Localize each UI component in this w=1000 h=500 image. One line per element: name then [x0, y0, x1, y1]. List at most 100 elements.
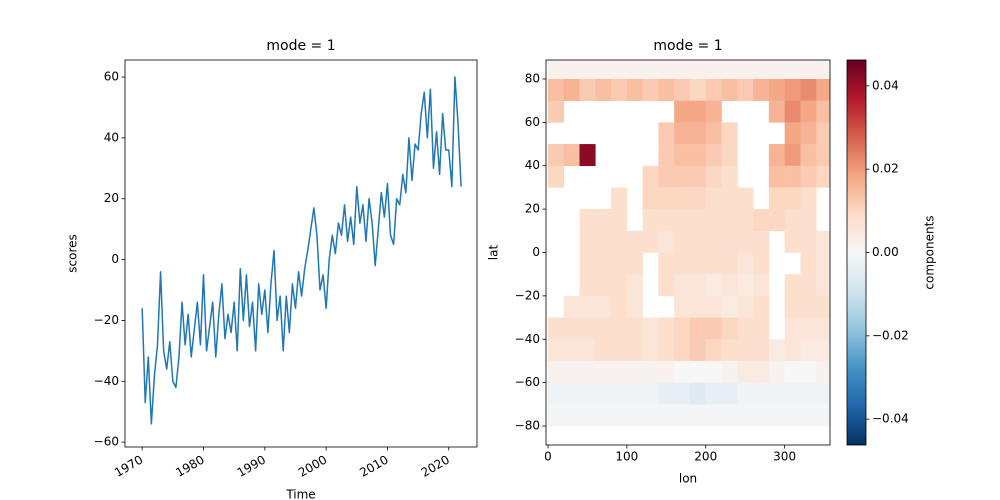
map-cell	[563, 317, 580, 340]
map-cell	[579, 230, 596, 253]
map-cell	[737, 230, 754, 253]
map-cell	[784, 187, 801, 210]
y-tick-label: 40	[104, 130, 119, 144]
map-cell	[658, 274, 675, 297]
map-cell	[626, 360, 643, 383]
x-axis-label: Time	[285, 488, 315, 500]
map-cell	[816, 404, 830, 427]
map-cell	[626, 252, 643, 275]
x-axis-label: lon	[679, 472, 697, 486]
map-cell	[768, 144, 785, 167]
map-cell	[547, 382, 565, 405]
map-cell	[689, 339, 707, 362]
map-cell	[784, 78, 801, 101]
y-tick-label: 0	[532, 245, 540, 259]
map-cell	[705, 230, 722, 253]
map-cell	[595, 339, 612, 362]
map-cell	[737, 209, 754, 232]
map-cell	[768, 404, 785, 427]
map-cell	[611, 404, 628, 427]
axes-title: mode = 1	[653, 38, 722, 54]
map-cell	[658, 360, 675, 383]
y-tick-label: −40	[94, 374, 119, 388]
map-cell	[579, 144, 596, 167]
colorbar-tick-label: −0.04	[872, 412, 909, 426]
map-cell	[611, 60, 628, 80]
x-tick-label: 1970	[112, 453, 145, 480]
map-cell	[737, 317, 754, 340]
map-cell	[800, 122, 817, 145]
map-cell	[579, 404, 596, 427]
y-tick-label: −60	[94, 435, 119, 449]
map-cell	[658, 382, 675, 405]
map-cell	[579, 78, 596, 101]
map-cell	[626, 317, 643, 340]
map-cell	[737, 382, 754, 405]
map-cell	[626, 60, 643, 80]
map-cell	[784, 230, 801, 253]
map-cell	[768, 339, 785, 362]
map-cell	[816, 60, 830, 80]
map-cell	[689, 187, 707, 210]
map-cell	[800, 317, 817, 340]
map-cell	[689, 230, 707, 253]
map-cell	[658, 339, 675, 362]
map-cell	[705, 252, 722, 275]
map-cell	[611, 339, 628, 362]
map-cell	[547, 60, 565, 80]
map-cell	[705, 404, 722, 427]
map-cell	[642, 209, 659, 232]
map-cell	[737, 187, 754, 210]
map-cell	[689, 252, 707, 275]
map-cell	[611, 252, 628, 275]
score-line	[141, 76, 462, 425]
x-tick-label: 100	[615, 450, 638, 464]
map-cell	[737, 274, 754, 297]
map-cell	[737, 339, 754, 362]
map-cell	[737, 60, 754, 80]
map-cell	[611, 360, 628, 383]
map-cell	[689, 144, 707, 167]
map-cell	[816, 78, 830, 101]
map-cell	[689, 100, 707, 123]
map-cell	[595, 60, 612, 80]
map-cell	[658, 144, 675, 167]
map-cell	[611, 209, 628, 232]
map-cell	[800, 60, 817, 80]
map-cell	[737, 360, 754, 383]
map-cell	[705, 144, 722, 167]
map-cell	[658, 252, 675, 275]
map-cell	[800, 165, 817, 188]
map-cell	[753, 317, 770, 340]
map-cell	[753, 78, 770, 101]
map-cell	[674, 404, 691, 427]
map-cell	[816, 122, 830, 145]
map-cell	[674, 78, 691, 101]
map-cell	[721, 78, 738, 101]
map-cell	[753, 404, 770, 427]
map-cell	[768, 60, 785, 80]
map-cell	[642, 165, 659, 188]
axes-frame	[545, 59, 831, 446]
map-cell	[737, 252, 754, 275]
map-cell	[595, 317, 612, 340]
map-cell	[579, 317, 596, 340]
map-cell	[800, 295, 817, 318]
x-tick-label: 1980	[173, 453, 206, 480]
map-cell	[563, 339, 580, 362]
map-cell	[816, 382, 830, 405]
map-cell	[816, 252, 830, 275]
map-cell	[626, 230, 643, 253]
map-cell	[705, 382, 722, 405]
map-cell	[563, 78, 580, 101]
map-cell	[642, 78, 659, 101]
map-cell	[595, 382, 612, 405]
map-cell	[800, 382, 817, 405]
map-cell	[768, 187, 785, 210]
map-cell	[721, 144, 738, 167]
x-tick-label: 300	[773, 450, 796, 464]
map-cell	[611, 78, 628, 101]
map-cell	[674, 60, 691, 80]
map-cell	[674, 317, 691, 340]
map-cell	[642, 60, 659, 80]
